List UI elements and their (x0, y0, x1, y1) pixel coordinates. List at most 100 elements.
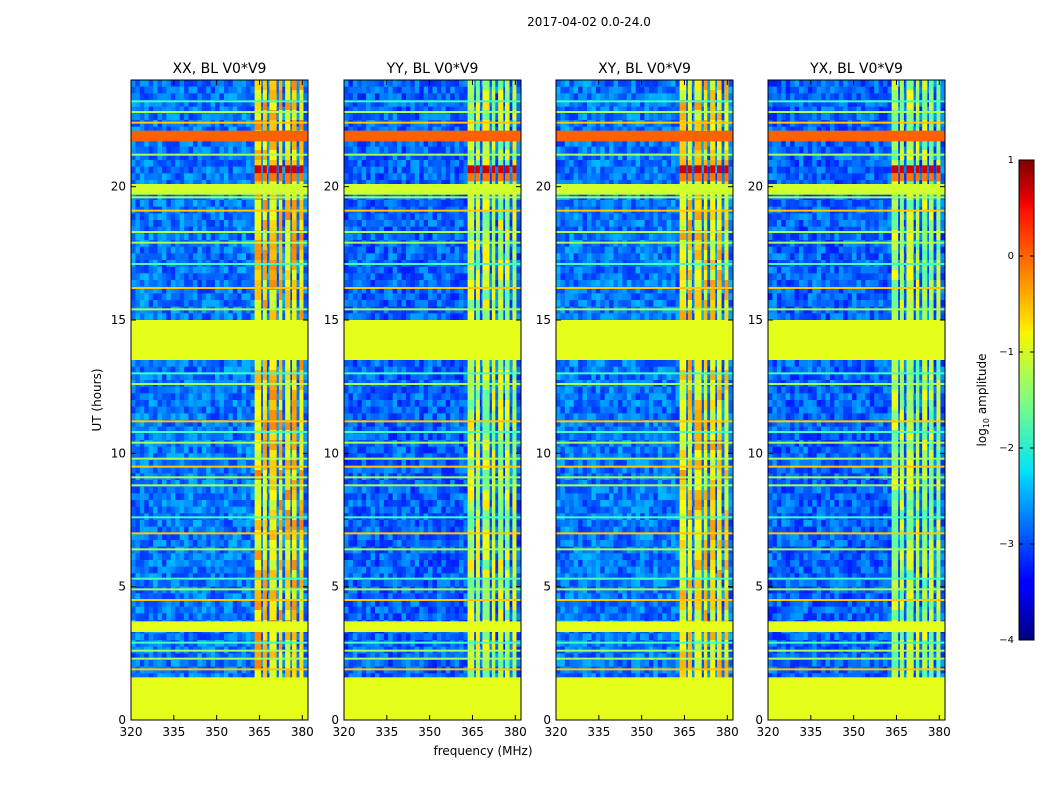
heatmap-cell (197, 226, 203, 234)
heatmap-cell (303, 220, 308, 227)
heatmap-cell (192, 653, 198, 661)
heatmap-cell (131, 220, 136, 227)
heatmap-cell (197, 393, 203, 401)
heatmap-cell (223, 386, 229, 394)
rfi-subband-cell (278, 360, 283, 371)
heatmap-cell (166, 406, 172, 414)
heatmap-cell (201, 413, 207, 421)
heatmap-cell (215, 113, 220, 121)
heatmap-cell (192, 180, 198, 187)
heatmap-cell (281, 393, 287, 401)
heatmap-cell (250, 253, 256, 261)
heatmap-cell (223, 126, 229, 134)
heatmap-cell (161, 286, 167, 294)
heatmap-cell (361, 573, 367, 581)
heatmap-cell (232, 100, 238, 107)
heatmap-cell (361, 266, 367, 274)
heatmap-cell (188, 540, 194, 547)
heatmap-cell (197, 146, 203, 154)
rfi-subband-cell (262, 520, 267, 531)
heatmap-cell (259, 113, 265, 121)
heatmap-cell (215, 553, 220, 561)
heatmap-cell (131, 226, 136, 234)
heatmap-cell (215, 280, 220, 287)
rfi-subband-cell (269, 630, 277, 641)
heatmap-cell (175, 360, 180, 367)
heatmap-cell (303, 93, 308, 101)
heatmap-cell (344, 373, 349, 381)
rfi-subband-cell (292, 90, 297, 101)
heatmap-cell (206, 433, 211, 441)
heatmap-cell (144, 173, 149, 181)
rfi-subband-cell (292, 110, 297, 121)
heatmap-cell (175, 173, 180, 181)
heatmap-cell (348, 180, 354, 187)
heatmap-cell (294, 460, 300, 467)
heatmap-cell (303, 246, 308, 254)
heatmap-cell (237, 446, 242, 454)
heatmap-cell (131, 606, 136, 614)
heatmap-cell (303, 573, 308, 581)
heatmap-cell (357, 573, 362, 581)
heatmap-cell (201, 280, 207, 287)
heatmap-cell (170, 93, 176, 101)
rfi-subband-cell (262, 400, 267, 411)
rfi-subband-cell (269, 570, 277, 581)
heatmap-cell (179, 526, 185, 534)
heatmap-cell (179, 413, 185, 421)
heatmap-cell (215, 393, 220, 401)
heatmap-cell (201, 226, 207, 234)
heatmap-cell (206, 520, 211, 527)
heatmap-cell (259, 600, 265, 607)
heatmap-cell (237, 300, 242, 307)
heatmap-cell (148, 86, 154, 94)
heatmap-cell (184, 560, 189, 567)
flagged-streak (131, 209, 308, 212)
heatmap-cell (246, 466, 251, 474)
heatmap-cell (197, 233, 203, 241)
heatmap-cell (237, 553, 242, 561)
heatmap-cell (241, 480, 247, 487)
heatmap-cell (232, 253, 238, 261)
heatmap-cell (201, 80, 207, 87)
heatmap-cell (294, 580, 300, 587)
heatmap-cell (241, 600, 247, 607)
heatmap-cell (352, 466, 358, 474)
heatmap-cell (241, 300, 247, 307)
rfi-subband-cell (262, 630, 267, 641)
heatmap-cell (157, 106, 163, 114)
heatmap-cell (294, 533, 300, 541)
heatmap-cell (241, 220, 247, 227)
heatmap-cell (241, 93, 247, 101)
heatmap-cell (303, 453, 308, 461)
heatmap-cell (232, 220, 238, 227)
rfi-subband-cell (269, 160, 277, 171)
heatmap-cell (232, 500, 238, 507)
heatmap-cell (144, 113, 149, 121)
heatmap-cell (366, 393, 371, 401)
heatmap-cell (135, 446, 141, 454)
heatmap-cell (357, 286, 362, 294)
heatmap-cell (259, 93, 265, 101)
rfi-subband-cell (262, 590, 267, 601)
heatmap-cell (352, 113, 358, 121)
heatmap-cell (370, 160, 376, 167)
heatmap-cell (250, 140, 256, 147)
flagged-streak (131, 121, 308, 124)
heatmap-cell (219, 386, 225, 394)
heatmap-cell (153, 313, 158, 321)
rfi-subband-cell (269, 440, 277, 451)
heatmap-cell (259, 400, 265, 407)
heatmap-cell (232, 613, 238, 621)
heatmap-cell (219, 593, 225, 601)
heatmap-cell (210, 93, 216, 101)
heatmap-cell (232, 173, 238, 181)
heatmap-cell (166, 153, 172, 161)
heatmap-cell (357, 426, 362, 434)
heatmap-cell (206, 300, 211, 307)
heatmap-cell (352, 180, 358, 187)
rfi-subband-cell (285, 530, 291, 541)
heatmap-cell (348, 600, 354, 607)
heatmap-cell (294, 493, 300, 501)
heatmap-cell (232, 413, 238, 421)
